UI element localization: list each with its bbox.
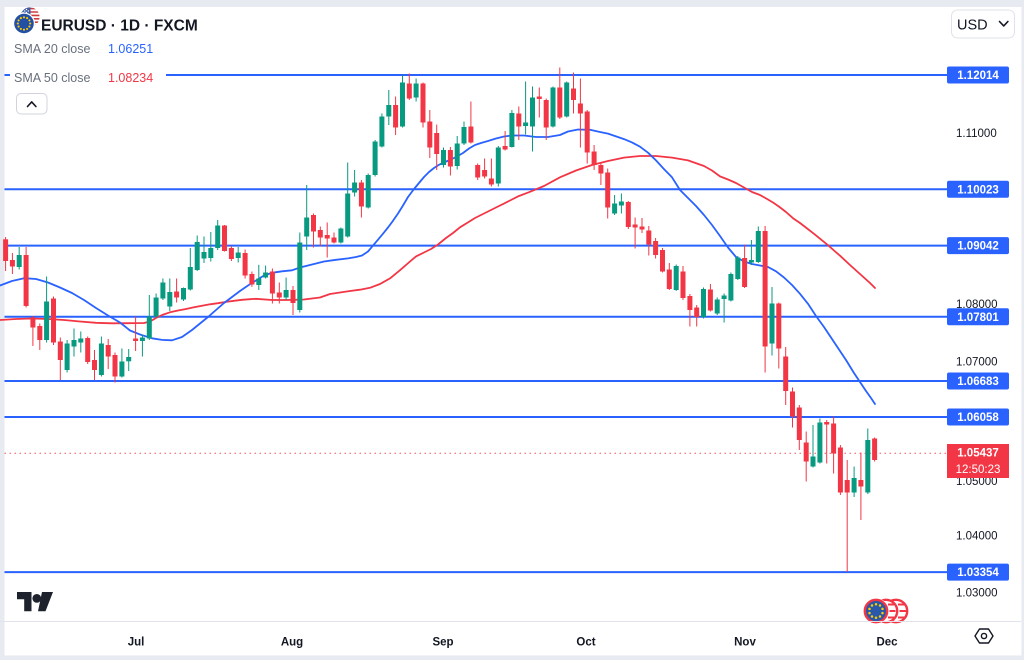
- svg-text:EURUSD · 1D · FXCM: EURUSD · 1D · FXCM: [41, 18, 198, 35]
- svg-text:1.05000: 1.05000: [956, 476, 998, 488]
- svg-text:1.06058: 1.06058: [957, 412, 999, 424]
- svg-text:Oct: Oct: [576, 637, 595, 649]
- svg-text:1.03354: 1.03354: [957, 567, 999, 579]
- svg-text:Sep: Sep: [432, 637, 453, 649]
- svg-text:USD: USD: [957, 18, 988, 34]
- svg-text:1.06251: 1.06251: [108, 42, 153, 56]
- svg-text:1.08234: 1.08234: [108, 71, 153, 85]
- svg-text:1.12014: 1.12014: [957, 70, 999, 82]
- svg-text:1.04000: 1.04000: [956, 531, 998, 543]
- svg-text:1.09042: 1.09042: [957, 241, 999, 253]
- svg-text:SMA 20 close: SMA 20 close: [14, 42, 90, 56]
- svg-text:1.07000: 1.07000: [956, 357, 998, 369]
- svg-text:Nov: Nov: [734, 637, 756, 649]
- svg-text:Dec: Dec: [876, 637, 898, 649]
- svg-text:1.03000: 1.03000: [956, 587, 998, 599]
- svg-text:1.07801: 1.07801: [957, 312, 999, 324]
- svg-text:Jul: Jul: [128, 637, 145, 649]
- svg-text:1.06683: 1.06683: [957, 376, 999, 388]
- svg-text:SMA 50 close: SMA 50 close: [14, 71, 90, 85]
- svg-text:12:50:23: 12:50:23: [956, 464, 1001, 476]
- svg-text:1.11000: 1.11000: [956, 128, 997, 140]
- svg-text:1.08000: 1.08000: [956, 299, 998, 311]
- svg-text:1.10023: 1.10023: [957, 184, 999, 196]
- svg-text:1.05437: 1.05437: [957, 448, 999, 460]
- svg-text:Aug: Aug: [281, 637, 303, 649]
